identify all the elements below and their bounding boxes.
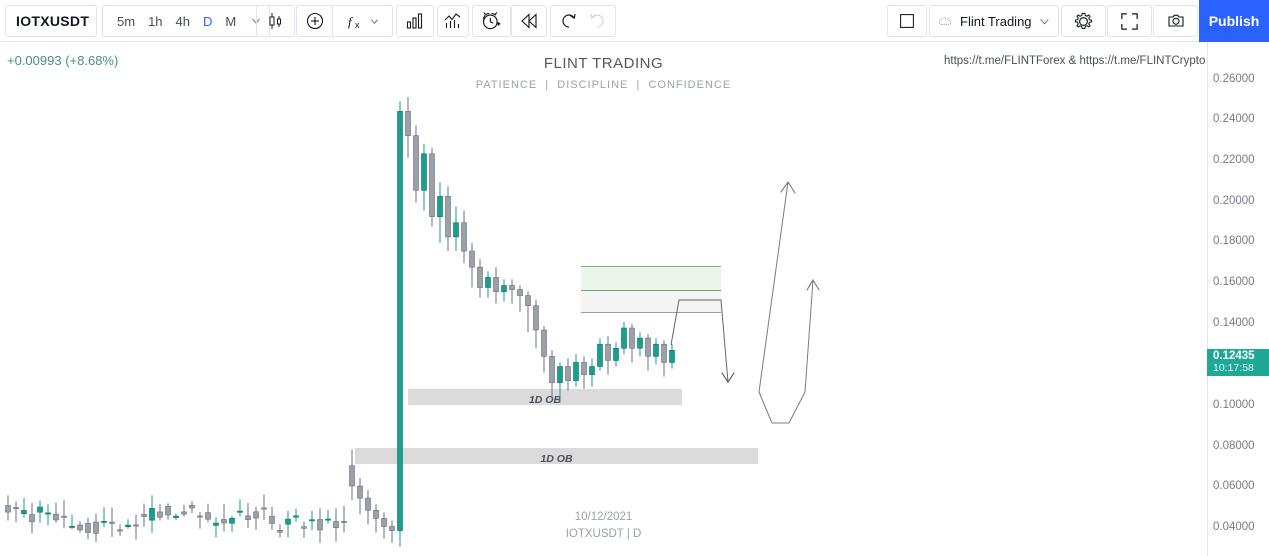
svg-text:x: x [355,20,360,30]
svg-text:f: f [348,14,354,29]
